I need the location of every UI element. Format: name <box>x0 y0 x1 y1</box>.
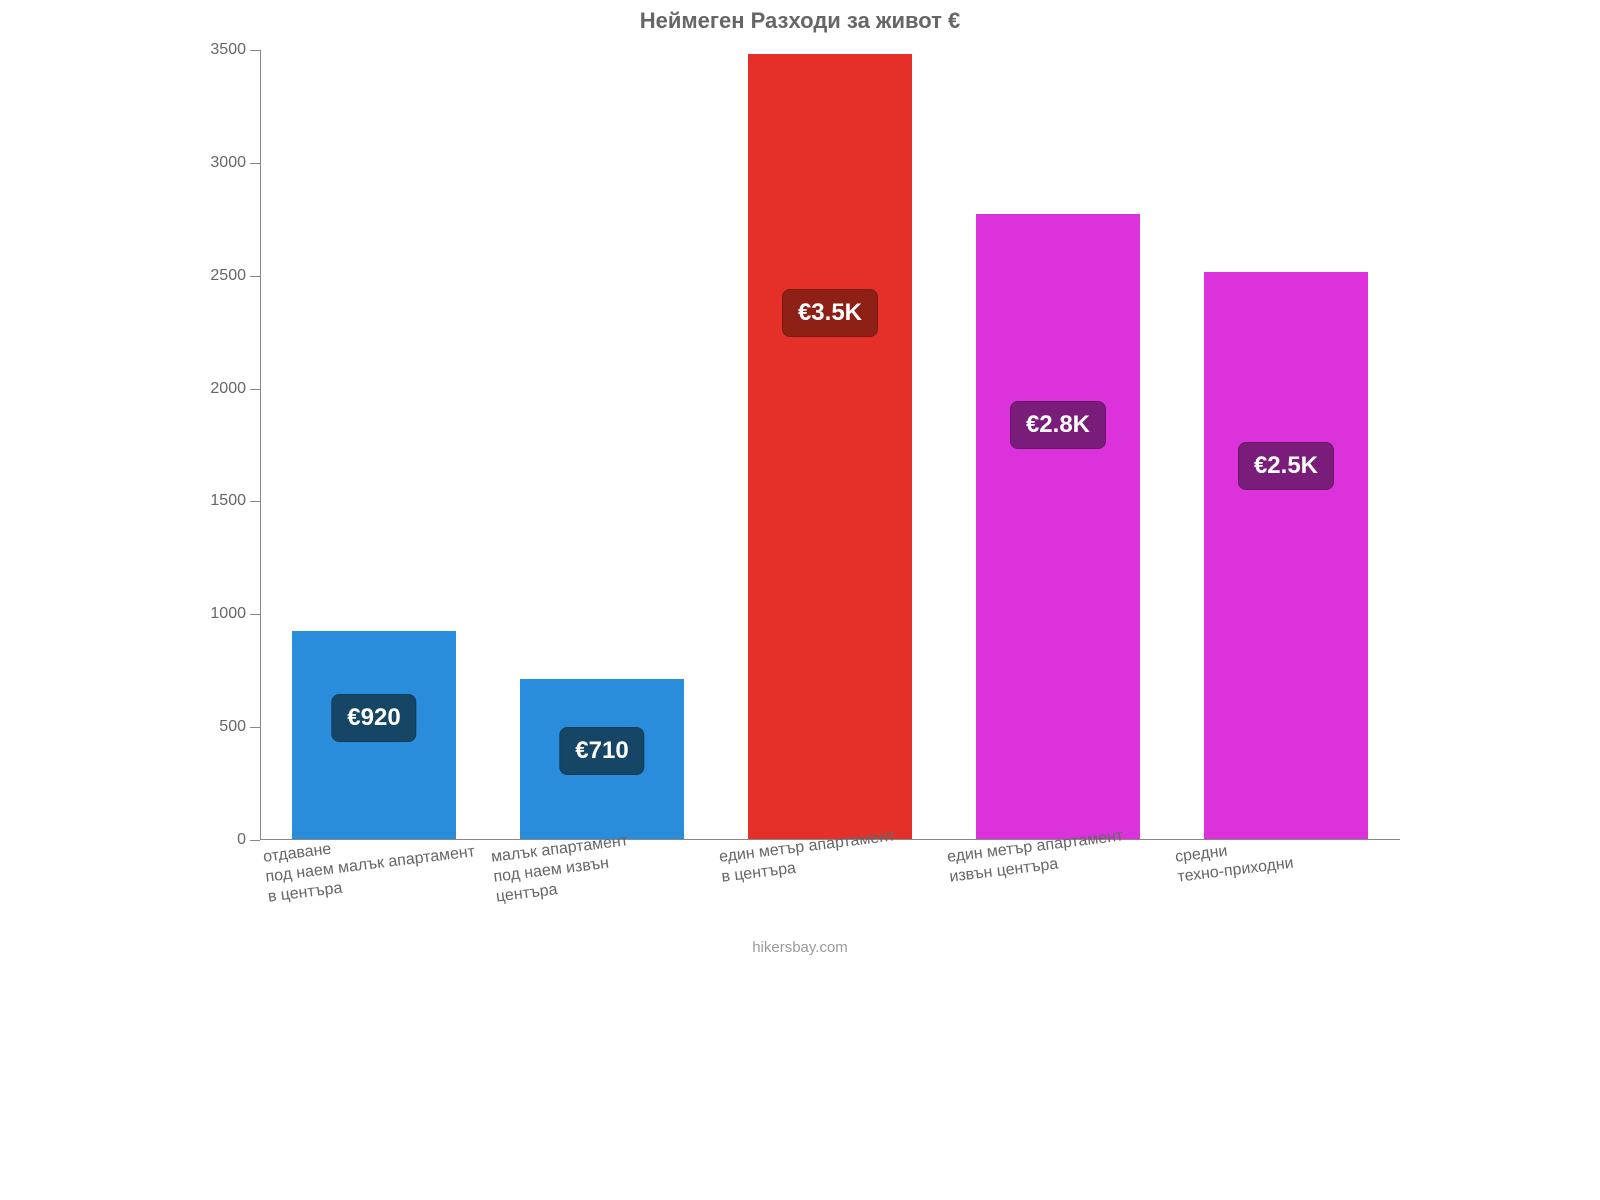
x-tick-label: малък апартамент под наем извън центъра <box>490 831 634 907</box>
bar: €3.5K <box>748 54 912 839</box>
bar-value-badge: €2.5K <box>1238 442 1334 490</box>
chart-footer: hikersbay.com <box>160 939 1440 956</box>
x-tick-label: средни техно-приходни <box>1174 834 1295 888</box>
bar-value-badge: €710 <box>559 727 644 775</box>
y-tick-label: 1500 <box>210 492 246 510</box>
y-tick <box>250 389 260 390</box>
chart-title: Неймеген Разходи за живот € <box>160 8 1440 34</box>
y-tick <box>250 727 260 728</box>
plot-area: €920€710€3.5K€2.8K€2.5K 0500100015002000… <box>260 50 1400 840</box>
y-tick-label: 3000 <box>210 154 246 172</box>
y-tick-label: 1000 <box>210 605 246 623</box>
y-tick <box>250 50 260 51</box>
bar-value-badge: €3.5K <box>782 289 878 337</box>
bar: €2.5K <box>1204 272 1368 839</box>
y-tick-label: 3500 <box>210 41 246 59</box>
bar-value-badge: €2.8K <box>1010 401 1106 449</box>
y-tick-label: 2000 <box>210 380 246 398</box>
y-tick <box>250 501 260 502</box>
bars-container: €920 €710 €3.5K €2.8K €2.5K <box>260 50 1400 840</box>
y-tick-label: 500 <box>219 718 246 736</box>
bar-value-badge: €920 <box>331 694 416 742</box>
y-tick <box>250 614 260 615</box>
bar: €920 <box>292 631 456 839</box>
y-tick-label: 0 <box>237 831 246 849</box>
y-tick-label: 2500 <box>210 267 246 285</box>
cost-of-living-chart: Неймеген Разходи за живот € €920 €710 €3.5… <box>160 0 1440 960</box>
y-tick <box>250 276 260 277</box>
y-tick <box>250 163 260 164</box>
bar: €710 <box>520 679 684 839</box>
y-tick <box>250 840 260 841</box>
bar: €2.8K <box>976 214 1140 839</box>
